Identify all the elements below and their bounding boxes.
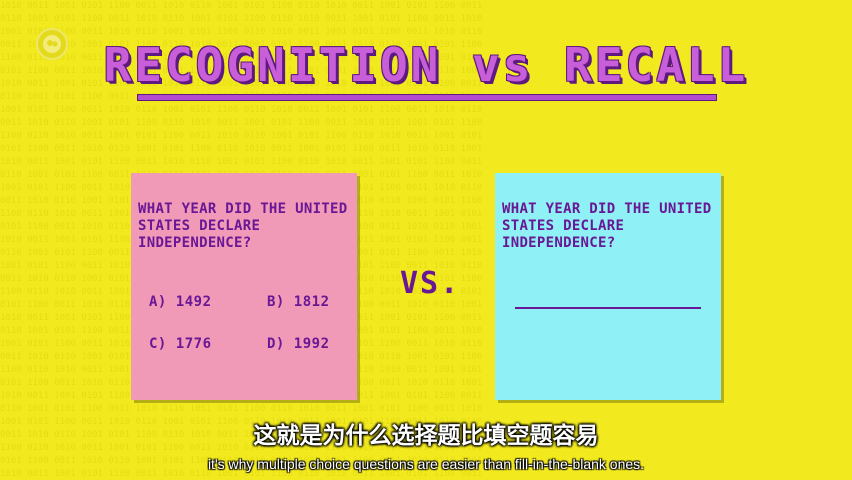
option-a: A) 1492 [149,294,212,310]
option-d: D) 1992 [267,336,330,352]
title-underline [137,94,717,101]
subtitle-english: it's why multiple choice questions are e… [207,456,645,472]
answer-blank-line [515,307,701,309]
subtitle-chinese: 这就是为什么选择题比填空题容易 [253,423,599,449]
recall-card: WHAT YEAR DID THE UNITED STATES DECLARE … [495,173,721,400]
vs-label: VS. [400,266,461,301]
recognition-question: WHAT YEAR DID THE UNITED STATES DECLARE … [138,201,348,251]
option-c: C) 1776 [149,336,212,352]
recall-question: WHAT YEAR DID THE UNITED STATES DECLARE … [502,201,712,251]
pbs-logo-icon [36,28,68,60]
page-title: RECOGNITION vs RECALL [103,38,749,92]
option-b: B) 1812 [267,294,330,310]
recognition-card: WHAT YEAR DID THE UNITED STATES DECLARE … [131,173,357,400]
